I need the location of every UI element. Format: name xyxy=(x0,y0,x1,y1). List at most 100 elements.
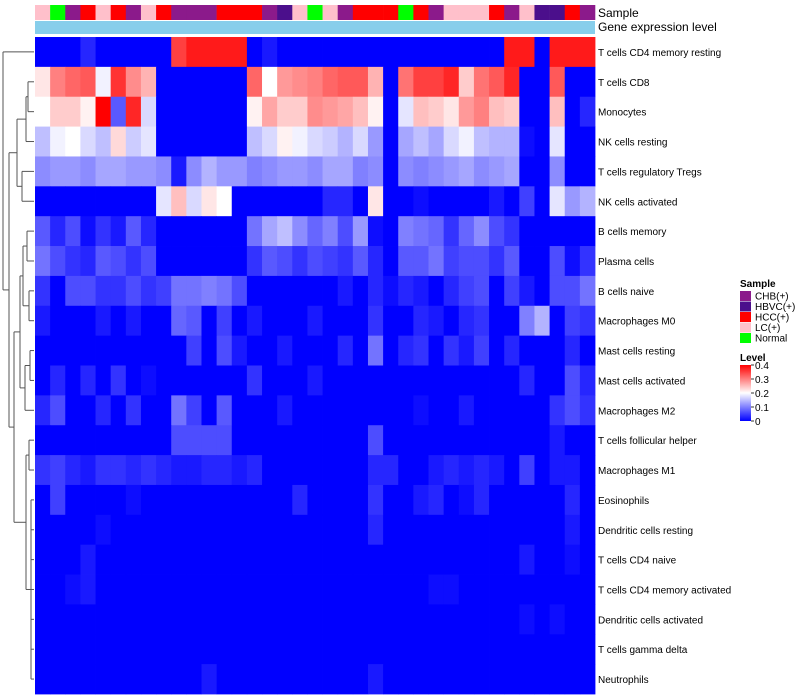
heatmap-cell xyxy=(277,365,293,396)
legend-sample-entries: CHB(+)HBVC(+)HCC(+)LC(+)Normal xyxy=(740,291,795,345)
heatmap-cell xyxy=(473,604,490,635)
heatmap-cell xyxy=(383,455,399,486)
heatmap-cell xyxy=(95,634,112,665)
heatmap-cell xyxy=(443,574,460,605)
heatmap-cell xyxy=(65,126,81,157)
heatmap-cell xyxy=(140,664,157,695)
heatmap-cell xyxy=(413,216,429,247)
heatmap-cell xyxy=(140,395,157,426)
heatmap-cell xyxy=(246,96,263,127)
heatmap-cell xyxy=(322,484,339,516)
heatmap-cell xyxy=(277,66,293,98)
legend-entry-label: HCC(+) xyxy=(755,313,789,324)
heatmap-cell xyxy=(534,246,550,277)
heatmap-cell xyxy=(80,425,96,456)
heatmap-cell xyxy=(398,37,414,68)
heatmap-cell xyxy=(80,664,96,695)
heatmap-cell xyxy=(125,246,142,277)
heatmap-cell xyxy=(504,305,520,337)
heatmap-cell xyxy=(564,604,581,635)
heatmap-cell xyxy=(292,66,308,98)
heatmap-cell xyxy=(367,544,384,575)
heatmap-cell xyxy=(519,544,535,575)
heatmap-cell xyxy=(80,335,96,366)
sample-annotation-cell xyxy=(413,5,429,20)
heatmap-cell xyxy=(201,37,218,68)
heatmap-cell xyxy=(337,246,354,277)
heatmap-cell xyxy=(413,365,429,396)
heatmap-cell xyxy=(534,335,550,366)
heatmap-cell xyxy=(277,335,293,366)
heatmap-cell xyxy=(125,216,142,247)
heatmap-cell xyxy=(337,96,354,127)
heatmap-cell xyxy=(428,425,445,456)
sample-annotation-cell xyxy=(458,5,475,20)
heatmap-cell xyxy=(579,365,596,396)
sample-annotation-cell xyxy=(231,5,248,20)
row-label: T cells follicular helper xyxy=(598,436,697,447)
heatmap-cell xyxy=(292,484,308,516)
heatmap-cell xyxy=(564,664,581,695)
heatmap-cell xyxy=(35,37,51,68)
heatmap-cell xyxy=(307,574,323,605)
heatmap-cell xyxy=(413,246,429,277)
heatmap-cell xyxy=(65,186,81,217)
heatmap-cell xyxy=(246,335,263,366)
heatmap-cell xyxy=(262,544,278,575)
heatmap-cell xyxy=(140,156,157,187)
heatmap-cell xyxy=(277,305,293,337)
heatmap-cell xyxy=(186,514,202,546)
sample-annotation-cell xyxy=(262,5,278,20)
heatmap-cell xyxy=(50,66,66,98)
heatmap-cell xyxy=(367,484,384,516)
heatmap-cell xyxy=(473,156,490,187)
heatmap-cell xyxy=(156,246,172,277)
heatmap-cell xyxy=(231,186,248,217)
heatmap-cell xyxy=(201,544,218,575)
heatmap-cell xyxy=(307,156,323,187)
legend: Sample CHB(+)HBVC(+)HCC(+)LC(+)Normal Le… xyxy=(740,279,795,428)
heatmap-cell xyxy=(413,186,429,217)
heatmap-cell xyxy=(292,455,308,486)
heatmap-cell xyxy=(337,484,354,516)
heatmap-cell xyxy=(307,365,323,396)
sample-annotation-cell xyxy=(443,5,460,20)
heatmap-cell xyxy=(398,275,414,307)
heatmap-cell xyxy=(50,335,66,366)
heatmap-cell xyxy=(413,305,429,337)
heatmap-cell xyxy=(337,186,354,217)
heatmap-cell xyxy=(489,305,505,337)
heatmap-cell xyxy=(352,275,369,307)
heatmap-cell xyxy=(231,37,248,68)
heatmap-cell xyxy=(231,544,248,575)
row-label: T cells gamma delta xyxy=(598,645,688,656)
heatmap-cell xyxy=(428,514,445,546)
heatmap-cell xyxy=(519,604,535,635)
heatmap-cell xyxy=(352,634,369,665)
heatmap-cell xyxy=(428,275,445,307)
heatmap-cell xyxy=(186,126,202,157)
heatmap-cell xyxy=(322,365,339,396)
heatmap-cell xyxy=(277,425,293,456)
heatmap-cell xyxy=(110,186,127,217)
heatmap-cell xyxy=(171,186,187,217)
heatmap-cell xyxy=(473,395,490,426)
row-label: NK cells activated xyxy=(598,197,677,208)
heatmap-cell xyxy=(231,365,248,396)
heatmap-cell xyxy=(473,484,490,516)
heatmap-cell xyxy=(473,425,490,456)
heatmap-cell xyxy=(352,216,369,247)
heatmap-cell xyxy=(337,604,354,635)
heatmap-cell xyxy=(95,66,112,98)
heatmap-cell xyxy=(579,186,596,217)
heatmap-cell xyxy=(307,484,323,516)
heatmap-cell xyxy=(367,96,384,127)
heatmap-cell xyxy=(201,335,218,366)
heatmap-cell xyxy=(489,335,505,366)
sample-annotation-cell xyxy=(125,5,142,20)
heatmap-cell xyxy=(156,425,172,456)
heatmap-cell xyxy=(413,66,429,98)
heatmap-cell xyxy=(201,246,218,277)
heatmap-cell xyxy=(519,664,535,695)
heatmap-cell xyxy=(110,275,127,307)
